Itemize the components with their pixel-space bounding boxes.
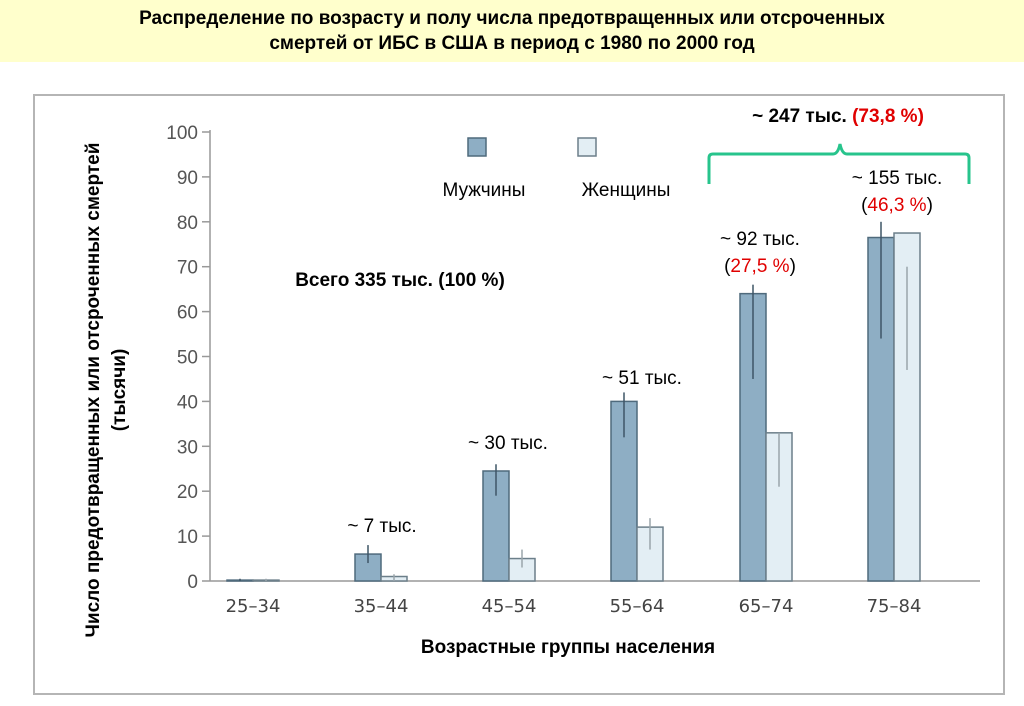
paren-open: (	[861, 195, 868, 216]
y-tick-label: 90	[177, 168, 198, 189]
y-tick-label: 70	[177, 258, 198, 279]
y-tick-label: 20	[177, 482, 198, 503]
y-axis-label-line-2: (тысячи)	[109, 348, 130, 432]
brace-percent: (73,8 %)	[852, 106, 924, 127]
y-tick-label: 10	[177, 527, 198, 548]
percent-value: 27,5 %	[730, 256, 789, 277]
group-annotation-45–54: ~ 30 тыс.	[468, 433, 548, 454]
legend-label-men: Мужчины	[443, 180, 526, 201]
brace-value: ~ 247 тыс.	[752, 106, 852, 127]
group-brace	[707, 143, 971, 184]
title-line-2: смертей от ИБС в США в период с 1980 по …	[269, 33, 755, 54]
y-tick-label: 50	[177, 348, 198, 369]
y-tick-label: 0	[187, 572, 198, 593]
group-percent-65–74: (27,5 %)	[724, 256, 796, 277]
y-tick-label: 30	[177, 437, 198, 458]
group-annotation-75–84: ~ 155 тыс.	[852, 168, 943, 189]
legend-swatch-women	[577, 137, 597, 157]
x-axis-label: Возрастные группы населения	[421, 637, 715, 658]
y-tick-label: 80	[177, 213, 198, 234]
axes: 0 10 20 30 40 50 60 70 80 90 100 25–34 35–44 45–54 55–…	[166, 123, 980, 658]
group-annotation-55–64: ~ 51 тыс.	[602, 368, 682, 389]
group-annotation-35–44: ~ 7 тыс.	[347, 516, 416, 537]
y-tick-label: 60	[177, 303, 198, 324]
chart-frame	[33, 94, 1005, 695]
percent-value: 46,3 %	[867, 195, 926, 216]
bar-chart: 0 10 20 30 40 50 60 70 80 90 100 25–34 35–44 45–54 55–…	[33, 94, 1005, 695]
y-axis-label: Число предотвращенных или отсроченных см…	[81, 95, 133, 685]
x-tick-label: 45–54	[482, 596, 537, 617]
title-line-1: Распределение по возрасту и полу числа п…	[139, 8, 885, 29]
bars	[226, 221, 921, 582]
legend-label-women: Женщины	[582, 180, 671, 201]
brace-label: ~ 247 тыс. (73,8 %)	[752, 106, 924, 127]
y-axis-label-wrap: Число предотвращенных или отсроченных см…	[72, 95, 142, 685]
x-tick-label: 65–74	[739, 596, 794, 617]
total-label: Всего 335 тыс. (100 %)	[295, 270, 505, 291]
y-axis-label-line-1: Число предотвращенных или отсроченных см…	[83, 142, 104, 638]
paren-close: )	[790, 256, 796, 277]
paren-close: )	[927, 195, 933, 216]
x-tick-label: 25–34	[226, 596, 281, 617]
paren-open: (	[724, 256, 731, 277]
annotations: Мужчины Женщины Всего 335 тыс. (100 %) ~ 7 …	[295, 106, 971, 537]
legend-swatch-men	[467, 137, 487, 157]
group-percent-75–84: (46,3 %)	[861, 195, 933, 216]
chart-panel: 0 10 20 30 40 50 60 70 80 90 100 25–34 35–44 45–54 55–…	[0, 62, 1024, 706]
group-annotation-65–74: ~ 92 тыс.	[720, 229, 800, 250]
x-tick-label: 75–84	[867, 596, 922, 617]
x-tick-label: 35–44	[354, 596, 409, 617]
slide-title: Распределение по возрасту и полу числа п…	[0, 6, 1024, 56]
x-tick-label: 55–64	[610, 596, 665, 617]
y-tick-label: 40	[177, 392, 198, 413]
y-tick-label: 100	[166, 123, 198, 144]
